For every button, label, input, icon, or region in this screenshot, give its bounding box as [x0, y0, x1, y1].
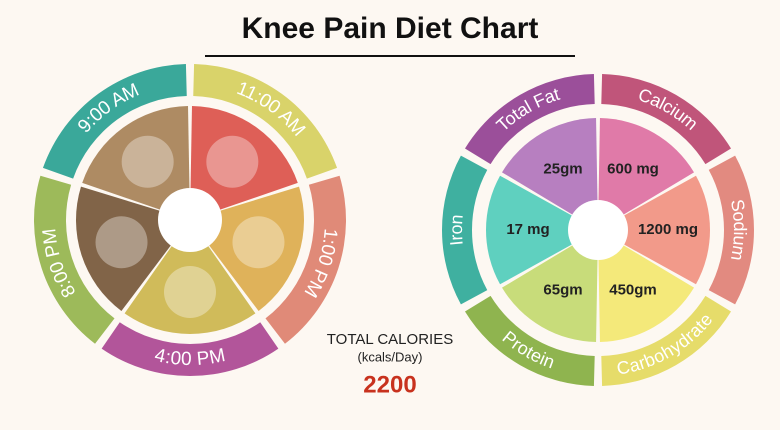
- food-photo: [124, 220, 256, 334]
- nutrient-amount: 17 mg: [506, 221, 549, 238]
- nutrient-amount: 65gm: [543, 282, 582, 299]
- time-segment: [265, 175, 346, 344]
- ring-label-path: 4:00 PM: [153, 345, 227, 370]
- nutrient-segment: [601, 74, 732, 165]
- wheel-center: [158, 188, 222, 252]
- nutrient-amount: 600 mg: [607, 160, 659, 177]
- calories-value: 2200: [363, 371, 416, 398]
- nutrient-sector: [598, 175, 710, 285]
- food-plate: [95, 216, 148, 269]
- nutrient-sector: [501, 118, 598, 230]
- food-plate: [164, 266, 216, 318]
- ring-label: 4:00 PM: [153, 345, 227, 370]
- food-plate: [121, 135, 174, 188]
- time-segment: [33, 175, 115, 344]
- nutrient-segment: [464, 295, 595, 386]
- food-plate: [206, 135, 259, 188]
- nutrient-segment: [464, 74, 595, 165]
- time-segment: [101, 322, 279, 376]
- calories-label: TOTAL CALORIES: [327, 331, 453, 348]
- nutrient-segment: [442, 155, 488, 305]
- ring-label-path: Iron: [446, 214, 467, 247]
- nutrient-sector: [501, 230, 598, 342]
- nutrient-amount: 450gm: [609, 282, 657, 299]
- ring-label-path: Sodium: [727, 198, 750, 263]
- title: Knee Pain Diet Chart: [242, 12, 539, 45]
- calories-unit: (kcals/Day): [357, 349, 422, 364]
- time-segment: [42, 64, 187, 179]
- time-segment: [193, 64, 338, 179]
- nutrient-amount: 25gm: [543, 160, 582, 177]
- nutrient-amount: 1200 mg: [638, 221, 698, 238]
- food-photo: [190, 106, 298, 220]
- food-plate: [232, 216, 285, 269]
- nutrient-sector: [486, 175, 598, 285]
- nutrient-segment: [708, 155, 755, 305]
- nutrient-sector: [598, 230, 695, 342]
- food-photo: [82, 106, 190, 220]
- nutrient-segment: [601, 295, 732, 386]
- wheel-center: [568, 200, 628, 260]
- nutrient-sector: [598, 118, 695, 230]
- ring-label: Iron: [446, 214, 467, 247]
- ring-label: Sodium: [727, 198, 750, 263]
